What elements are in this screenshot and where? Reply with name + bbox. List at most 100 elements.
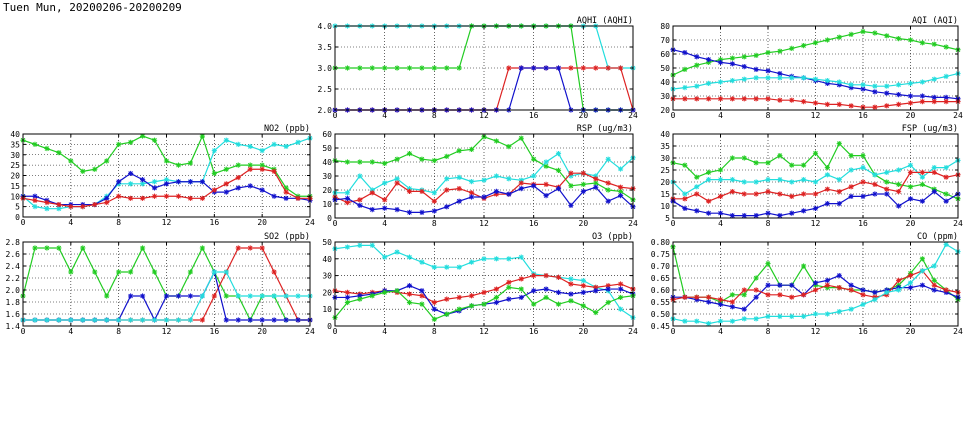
data-point	[706, 299, 712, 305]
data-point	[344, 65, 351, 71]
data-point	[68, 317, 74, 323]
data-point	[836, 141, 842, 147]
data-point	[518, 186, 524, 192]
data-point	[223, 317, 229, 323]
x-tick-label: 0	[21, 218, 26, 227]
data-point	[605, 198, 611, 204]
y-tick-label: 2.6	[6, 250, 21, 259]
y-tick-label: 60	[660, 50, 670, 59]
series-blue	[670, 273, 961, 312]
data-point	[729, 55, 735, 61]
page-title: Tuen Mun, 20200206-20200209	[3, 1, 182, 14]
data-point	[907, 273, 914, 279]
data-point	[717, 177, 724, 183]
data-point	[617, 65, 624, 71]
data-point	[116, 141, 122, 147]
data-point	[247, 166, 253, 172]
data-point	[163, 158, 170, 164]
x-tick-label: 12	[479, 219, 489, 228]
data-point	[848, 103, 854, 109]
data-point	[382, 254, 388, 260]
data-point	[919, 99, 925, 105]
data-point	[568, 173, 574, 179]
data-point	[406, 151, 413, 157]
data-point	[128, 181, 134, 187]
series-cyan	[670, 157, 961, 197]
data-point	[753, 160, 759, 166]
y-tick-label: 30	[10, 151, 20, 160]
data-point	[44, 317, 50, 323]
data-point	[175, 193, 182, 199]
data-point	[199, 195, 205, 201]
y-tick-label: 0.60	[651, 286, 670, 295]
x-tick-label: 20	[579, 111, 589, 120]
data-point	[431, 208, 437, 214]
data-point	[468, 146, 475, 152]
data-point	[369, 187, 375, 193]
data-point	[139, 245, 146, 251]
y-tick-label: 0	[327, 214, 332, 223]
data-point	[741, 155, 747, 161]
data-point	[481, 256, 487, 262]
data-point	[151, 269, 158, 275]
data-point	[128, 170, 134, 177]
data-point	[116, 317, 122, 323]
data-point	[943, 99, 949, 105]
x-tick-label: 20	[906, 327, 916, 336]
x-tick-label: 16	[858, 219, 868, 228]
data-point	[223, 137, 229, 143]
x-tick-label: 12	[811, 327, 821, 336]
data-point	[694, 208, 700, 214]
x-tick-label: 0	[671, 327, 676, 336]
data-point	[444, 153, 450, 159]
data-point	[717, 79, 724, 85]
data-point	[824, 282, 830, 288]
data-point	[531, 273, 537, 279]
data-point	[801, 263, 807, 269]
data-point	[175, 317, 182, 323]
data-point	[543, 286, 549, 292]
data-point	[235, 293, 241, 299]
y-tick-label: 2.4	[6, 262, 21, 271]
data-point	[694, 318, 700, 324]
data-point	[872, 89, 878, 95]
data-point	[729, 299, 735, 305]
x-tick-label: 4	[718, 111, 723, 120]
data-point	[116, 193, 122, 199]
data-point	[431, 316, 437, 322]
data-point	[789, 294, 795, 300]
data-point	[801, 177, 807, 183]
data-point	[431, 65, 437, 71]
data-point	[531, 301, 537, 307]
data-point	[789, 210, 795, 216]
data-point	[531, 173, 537, 179]
data-point	[531, 183, 537, 189]
data-point	[593, 288, 599, 294]
data-point	[235, 174, 241, 181]
data-point	[128, 195, 134, 201]
data-point	[753, 287, 759, 293]
data-point	[481, 177, 487, 183]
data-point	[753, 66, 759, 72]
data-point	[223, 293, 229, 299]
chart-title: CO (ppm)	[917, 232, 958, 242]
data-point	[717, 318, 724, 324]
y-tick-label: 25	[10, 161, 20, 170]
data-point	[753, 52, 759, 58]
data-point	[931, 263, 937, 269]
data-point	[406, 209, 413, 215]
data-point	[223, 269, 229, 275]
data-point	[943, 287, 949, 293]
data-point	[682, 318, 688, 324]
data-point	[531, 288, 537, 294]
data-point	[518, 180, 524, 186]
data-point	[506, 279, 512, 285]
data-point	[896, 36, 902, 42]
data-point	[848, 82, 854, 88]
series-cyan	[670, 71, 961, 92]
data-point	[211, 148, 217, 154]
data-point	[919, 174, 925, 180]
data-point	[223, 166, 229, 172]
x-tick-label: 16	[529, 327, 539, 336]
x-tick-label: 20	[906, 219, 916, 228]
